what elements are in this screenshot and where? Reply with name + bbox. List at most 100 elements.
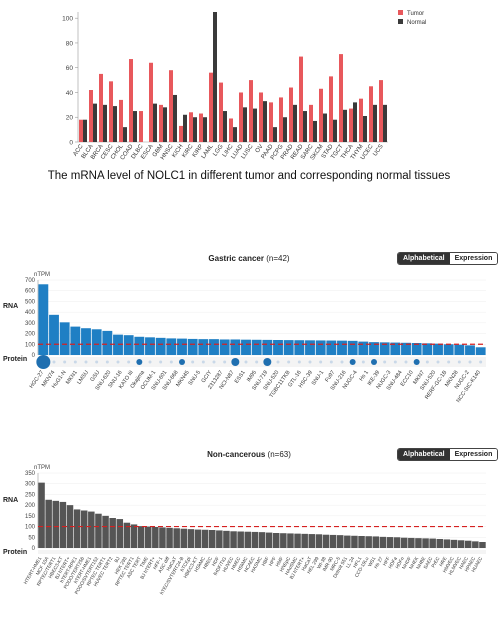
protein-marker: [361, 360, 365, 364]
rna-bar: [280, 533, 287, 548]
rna-bar: [369, 342, 379, 355]
rna-bar: [244, 531, 252, 548]
normal-bar: [113, 106, 117, 142]
rna-bar: [251, 339, 262, 355]
y-tick-label: 80: [66, 40, 74, 47]
normal-bar: [153, 103, 157, 142]
tumor-bar: [319, 88, 323, 142]
rna-bar: [187, 338, 198, 355]
protein-marker: [329, 360, 333, 364]
y-tick-label: 0: [69, 140, 73, 147]
normal-bar: [323, 113, 327, 142]
chart-caption: The mRNA level of NOLC1 in different tum…: [47, 170, 451, 182]
noncancer-sort-alphabetical-button[interactable]: Alphabetical: [398, 449, 450, 460]
rna-bar: [408, 537, 415, 548]
rna-bar: [209, 339, 219, 355]
rna-bar: [70, 326, 81, 355]
normal-bar: [363, 116, 367, 142]
tumor-bar: [169, 70, 173, 142]
rna-bar: [81, 328, 91, 355]
x-tick-label: IM95: [246, 370, 258, 383]
protein-marker: [201, 360, 205, 364]
normal-bar: [83, 119, 87, 142]
tumor-bar: [239, 92, 243, 142]
rna-bar: [315, 340, 326, 355]
rna-bar: [230, 531, 237, 548]
protein-marker: [349, 359, 356, 365]
rna-bar: [251, 531, 259, 548]
rna-bar: [198, 339, 209, 355]
normal-bar: [253, 108, 257, 142]
rna-bar: [73, 509, 81, 548]
legend-label: Normal: [407, 20, 426, 26]
gastric-sort-alphabetical-button[interactable]: Alphabetical: [398, 253, 450, 264]
x-tick-label: GSU: [89, 370, 101, 383]
x-tick-label: LL 24: [345, 556, 356, 570]
normal-bar: [233, 127, 237, 142]
tumor-bar: [349, 108, 353, 142]
x-tick-label: LUSC: [241, 143, 255, 160]
rna-bar: [230, 339, 241, 355]
protein-marker: [393, 360, 397, 364]
normal-bar: [213, 12, 217, 142]
rna-bar: [144, 526, 152, 548]
x-tick-label: SNU-5: [188, 370, 202, 387]
rna-bar: [372, 536, 380, 548]
normal-bar: [273, 127, 277, 142]
y-tick-label: 100: [25, 342, 36, 348]
tumor-bar: [369, 86, 373, 142]
rna-bar: [386, 537, 394, 548]
rna-bar: [322, 534, 330, 548]
rna-bar: [337, 340, 347, 355]
tumor-bar: [219, 82, 223, 142]
rna-bar: [91, 329, 102, 355]
y-tick-label: 300: [25, 321, 36, 327]
tumor-bar: [209, 72, 213, 142]
rna-bar: [59, 322, 70, 355]
gastric-sort-expression-button[interactable]: Expression: [449, 253, 498, 264]
gastric-title-text: Gastric cancer: [208, 254, 264, 263]
y-tick-label: 0: [32, 546, 36, 552]
rna-bar: [464, 540, 472, 548]
x-tick-label: HPF: [268, 556, 278, 567]
rna-bar: [208, 530, 216, 548]
y-tick-label: 600: [25, 289, 36, 295]
normal-bar: [373, 104, 377, 142]
rna-bar: [358, 341, 369, 355]
normal-bar: [163, 107, 167, 142]
rna-bar: [351, 535, 358, 548]
y-tick-label: 0: [32, 353, 36, 359]
rna-bar: [336, 535, 344, 548]
rna-bar: [393, 537, 401, 548]
rna-bar: [38, 482, 45, 548]
rna-bar: [415, 538, 422, 548]
rna-bar: [38, 284, 49, 355]
tumor-bar: [379, 80, 383, 142]
protein-marker: [404, 360, 408, 364]
y-tick-label: 100: [25, 525, 36, 531]
noncancer-sort-expression-button[interactable]: Expression: [449, 449, 498, 460]
normal-bar: [313, 120, 317, 142]
protein-marker: [169, 360, 173, 364]
tumor-bar: [309, 104, 313, 142]
protein-marker: [136, 359, 143, 365]
rna-bar: [347, 340, 358, 355]
tumor-bar: [109, 81, 113, 142]
x-tick-label: Hs 27: [373, 556, 385, 570]
rna-bar: [102, 330, 113, 355]
tumor-bar: [189, 112, 193, 142]
x-tick-label: HMF: [275, 556, 285, 568]
tumor-bar: [89, 90, 93, 142]
protein-marker: [468, 360, 472, 364]
y-tick-label: 20: [66, 115, 74, 122]
rna-bar: [265, 532, 273, 548]
rna-bar: [166, 338, 177, 355]
protein-marker: [84, 360, 88, 364]
tumor-bar: [299, 56, 303, 143]
rna-bar: [436, 539, 444, 548]
tumor-bar: [279, 97, 283, 142]
rna-bar: [201, 529, 209, 548]
rna-bar: [429, 538, 436, 548]
rna-bar: [219, 339, 230, 355]
tumor-bar: [359, 98, 363, 142]
